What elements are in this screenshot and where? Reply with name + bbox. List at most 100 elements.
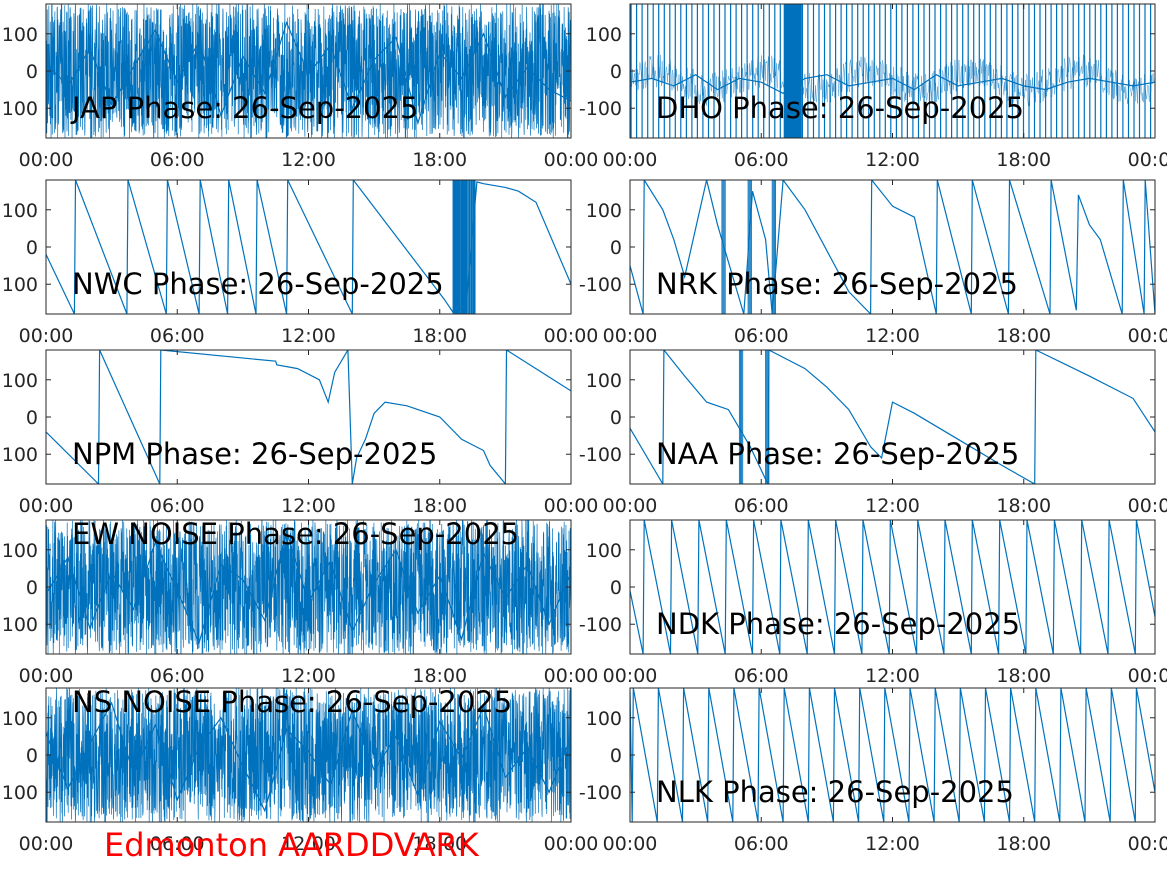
noise-trace bbox=[46, 688, 571, 822]
panel-4: 100 0 -100 00:00 06:00 12:00 18:00 00:00 NRK Pha… bbox=[579, 179, 1167, 347]
ytick-label: 100 bbox=[586, 200, 622, 222]
ytick-label: -100 bbox=[579, 614, 622, 636]
ytick-label: 0 bbox=[610, 407, 622, 429]
xtick-label: 00:00 bbox=[1128, 833, 1167, 855]
series-line bbox=[46, 180, 571, 314]
xtick-label: 00:00 bbox=[603, 833, 658, 855]
plot-area bbox=[630, 350, 1155, 484]
ytick-label: 0 bbox=[26, 61, 38, 83]
ytick-label: 100 bbox=[2, 708, 38, 730]
xtick-label: 06:00 bbox=[150, 325, 205, 347]
xtick-label: 18:00 bbox=[996, 149, 1051, 171]
xtick-label: 00:00 bbox=[19, 665, 74, 687]
ytick-label: 100 bbox=[2, 274, 38, 296]
panel-title: NWC Phase: 26-Sep-2025 bbox=[72, 267, 444, 301]
ytick-label: 0 bbox=[610, 61, 622, 83]
panel-7: 100 0 100 00:00 06:00 12:00 18:00 00:00 EW NOISE… bbox=[2, 517, 599, 687]
xtick-label: 00:00 bbox=[1128, 149, 1167, 171]
wrap-burst bbox=[452, 180, 476, 314]
panel-title: NDK Phase: 26-Sep-2025 bbox=[656, 607, 1020, 641]
xtick-label: 06:00 bbox=[150, 149, 205, 171]
xtick-label: 18:00 bbox=[412, 325, 467, 347]
xtick-label: 00:00 bbox=[19, 325, 74, 347]
phase-trace bbox=[630, 54, 1155, 107]
xtick-label: 06:00 bbox=[734, 833, 789, 855]
xtick-label: 06:00 bbox=[734, 495, 789, 517]
ytick-label: 100 bbox=[2, 540, 38, 562]
xtick-label: 00:00 bbox=[544, 833, 599, 855]
panel-title: NAA Phase: 26-Sep-2025 bbox=[656, 437, 1019, 471]
panel-2: 100 0 -100 00:00 06:00 12:00 18:00 00:00 DHO Pha… bbox=[579, 3, 1167, 171]
plot-area bbox=[46, 520, 571, 654]
ytick-label: 0 bbox=[26, 577, 38, 599]
xtick-label: 12:00 bbox=[865, 325, 920, 347]
xtick-label: 12:00 bbox=[281, 665, 336, 687]
panel-8: 100 0 -100 00:00 06:00 12:00 18:00 00:00 NDK Pha… bbox=[579, 519, 1167, 687]
panel-5: 100 0 100 00:00 06:00 12:00 18:00 00:00 NPM Phas… bbox=[2, 349, 599, 517]
series-line bbox=[46, 350, 571, 484]
xtick-label: 12:00 bbox=[865, 149, 920, 171]
xtick-label: 06:00 bbox=[734, 149, 789, 171]
xtick-label: 18:00 bbox=[996, 665, 1051, 687]
xtick-label: 12:00 bbox=[281, 833, 336, 855]
panel-title: EW NOISE Phase: 26-Sep-2025 bbox=[72, 517, 519, 551]
ytick-label: 100 bbox=[2, 782, 38, 804]
series-line bbox=[630, 688, 1155, 822]
ytick-label: 100 bbox=[2, 444, 38, 466]
ytick-label: 100 bbox=[2, 200, 38, 222]
xtick-label: 00:00 bbox=[603, 665, 658, 687]
ytick-label: 0 bbox=[26, 407, 38, 429]
xtick-label: 12:00 bbox=[281, 495, 336, 517]
xtick-label: 00:00 bbox=[19, 833, 74, 855]
ytick-label: -100 bbox=[579, 782, 622, 804]
ytick-label: 0 bbox=[610, 237, 622, 259]
panel-title: JAP Phase: 26-Sep-2025 bbox=[70, 91, 418, 125]
xtick-label: 00:00 bbox=[544, 325, 599, 347]
xtick-label: 00:00 bbox=[544, 149, 599, 171]
xtick-label: 12:00 bbox=[281, 149, 336, 171]
ytick-label: 100 bbox=[2, 614, 38, 636]
xtick-label: 12:00 bbox=[865, 495, 920, 517]
wrap-burst bbox=[738, 350, 770, 484]
xtick-label: 12:00 bbox=[865, 665, 920, 687]
panel-title: NS NOISE Phase: 26-Sep-2025 bbox=[72, 685, 512, 719]
xtick-label: 00:00 bbox=[1128, 325, 1167, 347]
ytick-label: 0 bbox=[26, 237, 38, 259]
series-line bbox=[630, 520, 1155, 654]
panel-9: 100 0 100 00:00 06:00 12:00 18:00 00:00 NS NOISE… bbox=[2, 685, 599, 855]
xtick-label: 18:00 bbox=[412, 149, 467, 171]
xtick-label: 18:00 bbox=[996, 495, 1051, 517]
plot-area bbox=[46, 688, 571, 822]
plot-area bbox=[630, 688, 1155, 822]
xtick-label: 00:00 bbox=[603, 495, 658, 517]
series-line bbox=[630, 350, 1155, 484]
xtick-label: 06:00 bbox=[734, 325, 789, 347]
panel-title: NRK Phase: 26-Sep-2025 bbox=[656, 267, 1018, 301]
xtick-label: 18:00 bbox=[412, 495, 467, 517]
xtick-label: 12:00 bbox=[281, 325, 336, 347]
panel-title: DHO Phase: 26-Sep-2025 bbox=[656, 91, 1024, 125]
xtick-label: 00:00 bbox=[544, 495, 599, 517]
panel-10: 100 0 -100 00:00 06:00 12:00 18:00 00:00 NLK Pha… bbox=[579, 687, 1167, 855]
ytick-label: 100 bbox=[586, 708, 622, 730]
panel-title: NPM Phase: 26-Sep-2025 bbox=[72, 437, 437, 471]
ytick-label: 0 bbox=[610, 577, 622, 599]
xtick-label: 00:00 bbox=[1128, 495, 1167, 517]
ytick-label: 0 bbox=[610, 745, 622, 767]
xtick-label: 06:00 bbox=[150, 833, 205, 855]
xtick-label: 00:00 bbox=[19, 495, 74, 517]
panel-6: 100 0 -100 00:00 06:00 12:00 18:00 00:00 NAA Pha… bbox=[579, 349, 1167, 517]
ytick-label: 0 bbox=[26, 745, 38, 767]
xtick-label: 18:00 bbox=[412, 665, 467, 687]
plot-area bbox=[630, 180, 1155, 314]
xtick-label: 00:00 bbox=[544, 665, 599, 687]
panel-1: 100 0 100 00:00 06:00 12:00 18:00 00:00 JAP Phas… bbox=[2, 3, 599, 171]
xtick-label: 00:00 bbox=[603, 325, 658, 347]
plot-area bbox=[630, 520, 1155, 654]
xtick-label: 00:00 bbox=[19, 149, 74, 171]
xtick-label: 18:00 bbox=[996, 833, 1051, 855]
ytick-label: -100 bbox=[579, 444, 622, 466]
ytick-label: 100 bbox=[586, 370, 622, 392]
ytick-label: 100 bbox=[2, 370, 38, 392]
xtick-label: 12:00 bbox=[865, 833, 920, 855]
